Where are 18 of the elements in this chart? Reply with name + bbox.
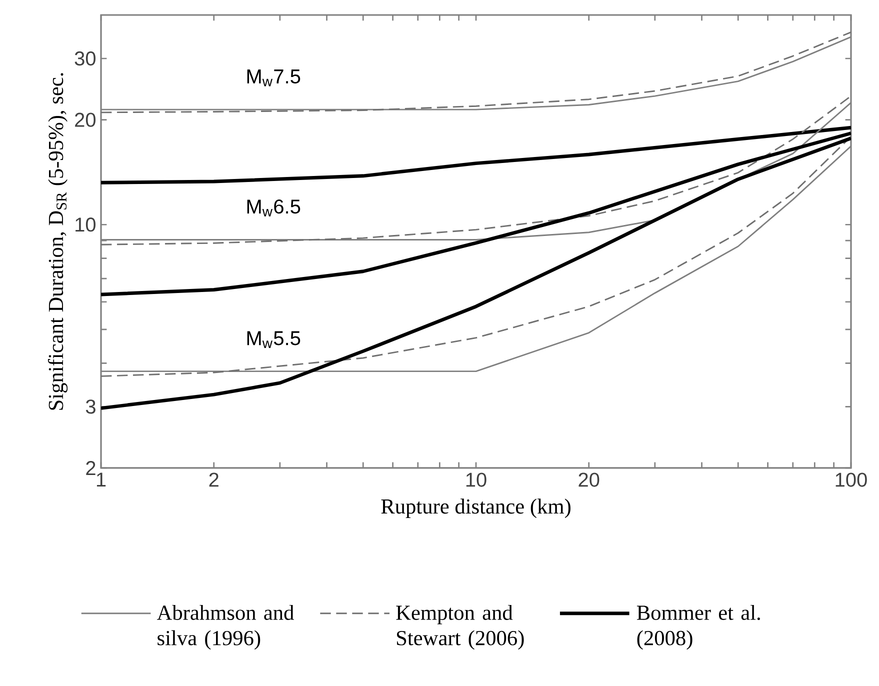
x-tick-label: 1 — [96, 472, 106, 486]
y-tick-label: 10 — [76, 218, 96, 232]
y-tick-label: 3 — [86, 400, 96, 414]
legend-label: Kempton and Stewart (2006) — [396, 604, 524, 650]
y-tick-label: 20 — [75, 112, 96, 127]
annotation: M$_{w}$7.5 — [247, 70, 300, 86]
annotation: M$_{w}$6.5 — [247, 199, 300, 216]
annotation: M$_{w}$5.5 — [247, 331, 300, 348]
x-tick-label: 2 — [209, 472, 218, 487]
legend-label: Bommer et al. (2008) — [636, 604, 760, 650]
x-axis-title: Rupture distance (km) — [381, 498, 570, 518]
legend-label: Abrahmson and silva (1996) — [156, 604, 294, 650]
x-tick-label: 10 — [466, 472, 486, 487]
x-tick-label: 100 — [836, 472, 867, 487]
x-tick-label: 20 — [578, 472, 600, 487]
y-axis-title: Significant Duration, D$_{SR}$ (5-95%), sec. — [48, 73, 68, 410]
y-tick-label: 2 — [86, 461, 96, 475]
y-tick-label: 30 — [74, 51, 96, 66]
